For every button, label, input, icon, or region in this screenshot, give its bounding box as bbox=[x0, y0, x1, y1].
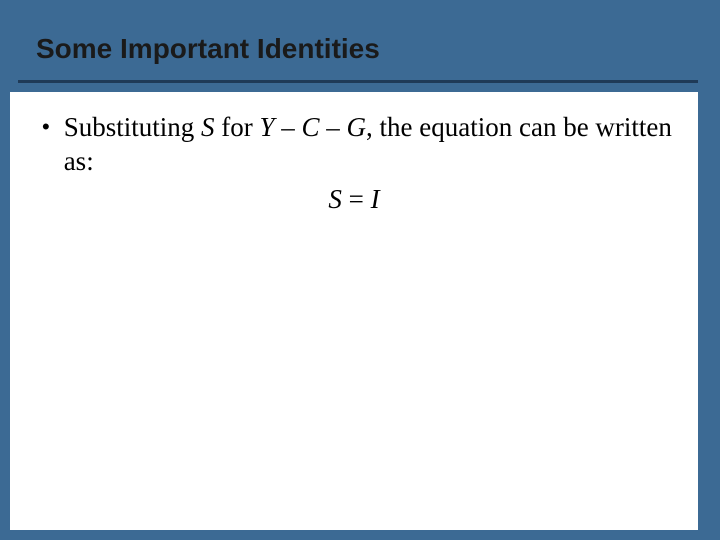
equation-operator: = bbox=[342, 184, 371, 214]
text-run-italic: C bbox=[302, 112, 320, 142]
title-area: Some Important Identities bbox=[36, 20, 684, 78]
text-run: – bbox=[320, 112, 347, 142]
equation-lhs: S bbox=[328, 184, 342, 214]
bullet-item: • Substituting S for Y – C – G, the equa… bbox=[34, 110, 674, 178]
text-run: – bbox=[275, 112, 302, 142]
title-underline bbox=[18, 80, 698, 83]
text-run-italic: S bbox=[201, 112, 215, 142]
equation: S = I bbox=[34, 182, 674, 216]
equation-rhs: I bbox=[371, 184, 380, 214]
text-run-italic: Y bbox=[259, 112, 274, 142]
slide-title: Some Important Identities bbox=[36, 34, 380, 65]
text-run: Substituting bbox=[64, 112, 201, 142]
slide: Some Important Identities • Substituting… bbox=[0, 0, 720, 540]
bullet-marker-icon: • bbox=[42, 110, 50, 144]
text-run-italic: G bbox=[347, 112, 367, 142]
bullet-text: Substituting S for Y – C – G, the equati… bbox=[64, 110, 674, 178]
text-run: for bbox=[214, 112, 259, 142]
content-area: • Substituting S for Y – C – G, the equa… bbox=[10, 92, 698, 530]
